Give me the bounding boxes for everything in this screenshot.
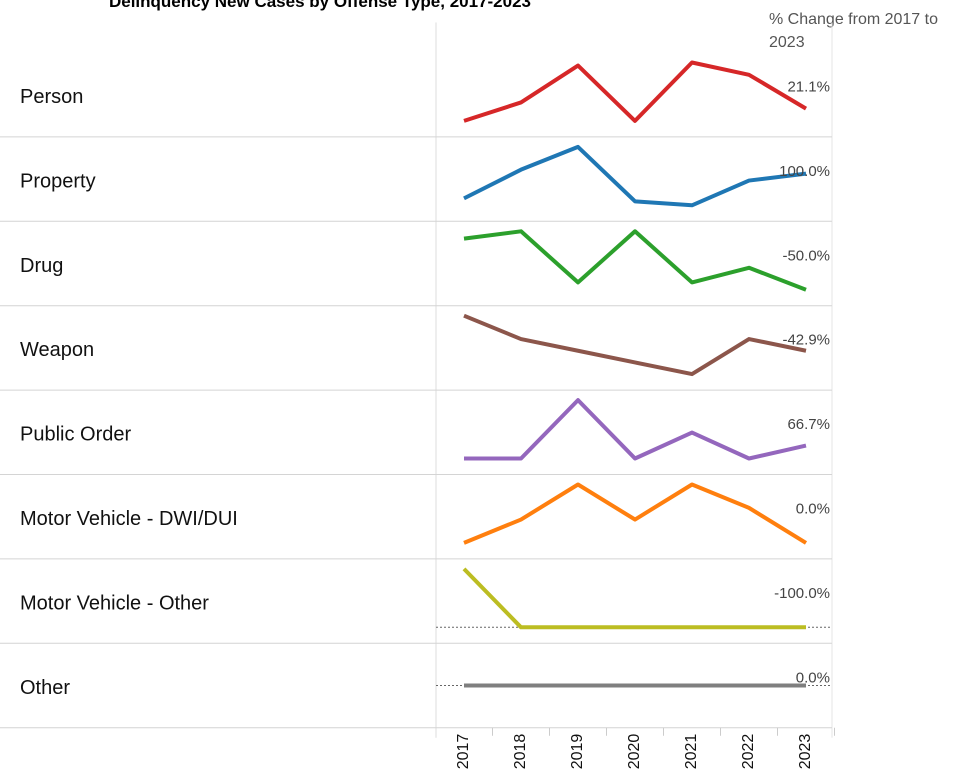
series-line <box>462 567 806 630</box>
change-label: 0.0% <box>796 500 830 517</box>
series-line <box>463 229 807 292</box>
row-label: Motor Vehicle - Other <box>20 592 209 614</box>
x-tick-label: 2017 <box>455 734 472 770</box>
row-label: Public Order <box>20 424 131 446</box>
series-line <box>463 482 808 545</box>
row-label: Drug <box>20 255 63 277</box>
chart-title: Delinquency New Cases by Offense Type, 2… <box>108 0 532 11</box>
column-header: % Change from 2017 to 2023 <box>769 11 938 51</box>
row-label: Motor Vehicle - DWI/DUI <box>20 508 238 530</box>
x-tick-label: 2022 <box>740 734 757 770</box>
x-tick-label: 2019 <box>569 734 586 770</box>
x-tick-label: 2020 <box>626 734 643 770</box>
series-line <box>463 60 808 123</box>
change-label: 21.1% <box>787 78 830 95</box>
change-label: -50.0% <box>782 247 830 264</box>
x-tick-label: 2023 <box>797 734 814 770</box>
series-line <box>464 398 807 461</box>
series-line <box>463 144 807 208</box>
change-label: 66.7% <box>787 416 830 433</box>
change-label: 100.0% <box>779 163 830 180</box>
x-tick-label: 2018 <box>512 734 529 770</box>
change-label: 0.0% <box>796 669 830 686</box>
row-label: Other <box>20 677 70 699</box>
series-line <box>463 313 807 377</box>
change-label: -100.0% <box>774 585 830 602</box>
row-label: Property <box>20 170 96 192</box>
x-tick-label: 2021 <box>683 734 700 770</box>
row-label: Person <box>20 86 83 108</box>
row-label: Weapon <box>20 339 94 361</box>
change-label: -42.9% <box>782 332 830 349</box>
